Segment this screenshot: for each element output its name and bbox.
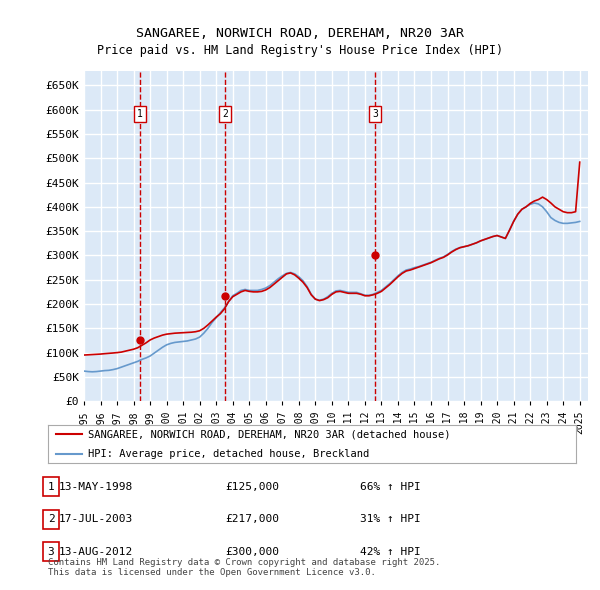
Text: 2: 2: [222, 109, 228, 119]
Text: SANGAREE, NORWICH ROAD, DEREHAM, NR20 3AR: SANGAREE, NORWICH ROAD, DEREHAM, NR20 3A…: [136, 27, 464, 40]
Text: £125,000: £125,000: [225, 482, 279, 491]
Text: 42% ↑ HPI: 42% ↑ HPI: [359, 547, 421, 556]
Text: 17-JUL-2003: 17-JUL-2003: [59, 514, 133, 524]
Text: Contains HM Land Registry data © Crown copyright and database right 2025.
This d: Contains HM Land Registry data © Crown c…: [48, 558, 440, 577]
Text: HPI: Average price, detached house, Breckland: HPI: Average price, detached house, Brec…: [88, 448, 369, 458]
Text: 1: 1: [137, 109, 143, 119]
Text: 1: 1: [47, 482, 55, 491]
Text: £217,000: £217,000: [225, 514, 279, 524]
Text: £300,000: £300,000: [225, 547, 279, 556]
Text: 13-AUG-2012: 13-AUG-2012: [59, 547, 133, 556]
Text: 66% ↑ HPI: 66% ↑ HPI: [359, 482, 421, 491]
Text: 3: 3: [47, 547, 55, 556]
Text: 3: 3: [372, 109, 378, 119]
Text: Price paid vs. HM Land Registry's House Price Index (HPI): Price paid vs. HM Land Registry's House …: [97, 44, 503, 57]
Text: 2: 2: [47, 514, 55, 524]
Text: 31% ↑ HPI: 31% ↑ HPI: [359, 514, 421, 524]
Text: SANGAREE, NORWICH ROAD, DEREHAM, NR20 3AR (detached house): SANGAREE, NORWICH ROAD, DEREHAM, NR20 3A…: [88, 430, 450, 440]
Text: 13-MAY-1998: 13-MAY-1998: [59, 482, 133, 491]
